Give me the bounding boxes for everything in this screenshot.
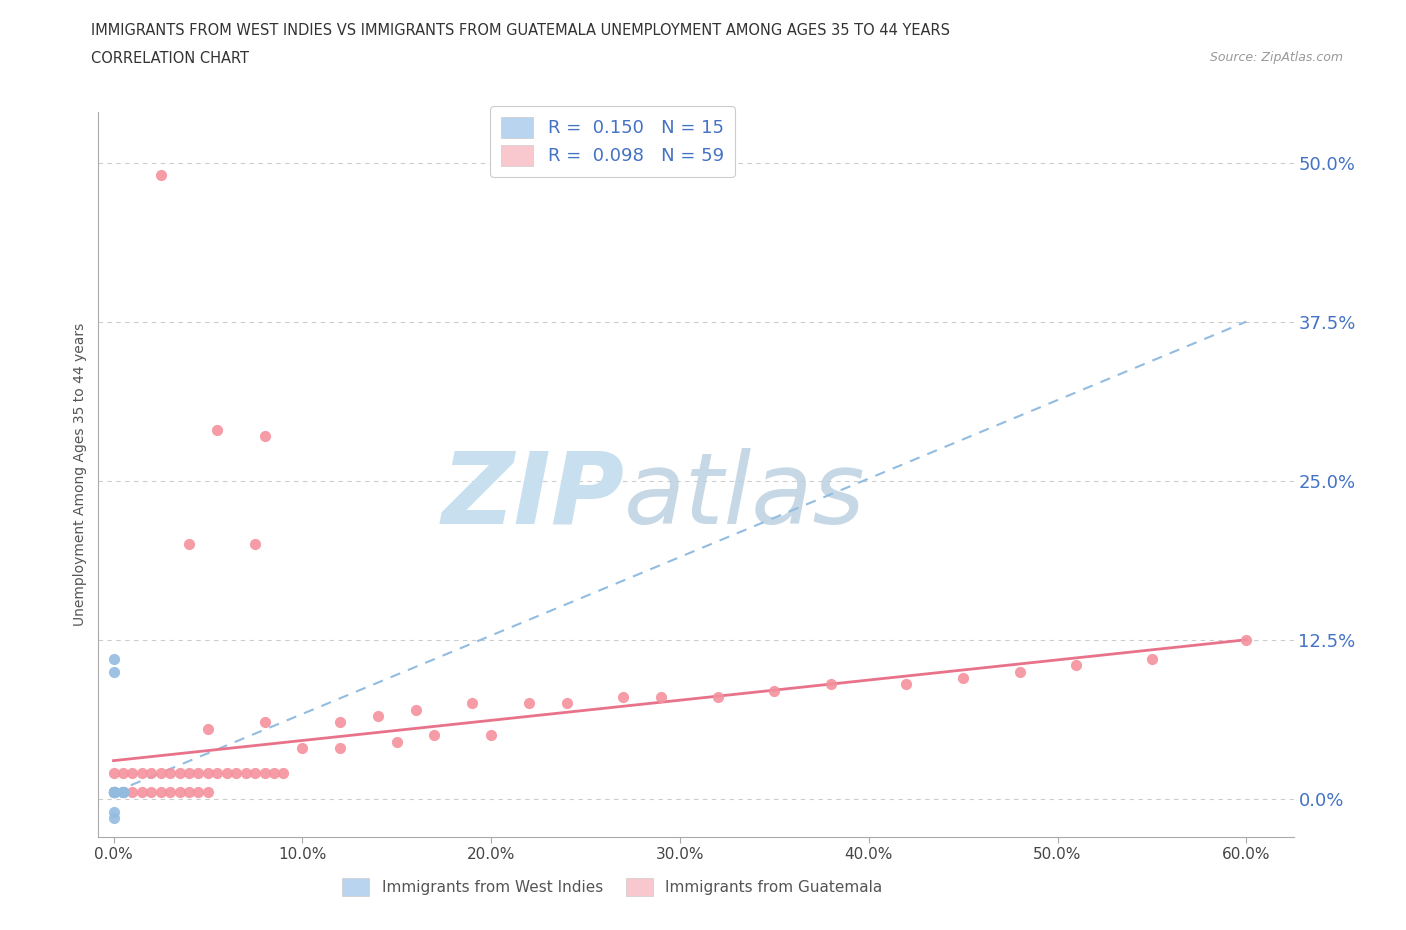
Point bbox=[423, 728, 446, 743]
Point bbox=[612, 689, 634, 704]
Point bbox=[177, 537, 200, 551]
Point bbox=[197, 785, 219, 800]
Point bbox=[763, 684, 786, 698]
Point bbox=[103, 785, 125, 800]
Point bbox=[103, 651, 125, 666]
Point bbox=[103, 785, 125, 800]
Point bbox=[111, 785, 134, 800]
Point bbox=[1140, 651, 1163, 666]
Point bbox=[405, 702, 427, 717]
Point bbox=[952, 671, 974, 685]
Point bbox=[385, 734, 408, 749]
Point bbox=[111, 785, 134, 800]
Text: atlas: atlas bbox=[624, 447, 866, 545]
Point bbox=[103, 804, 125, 819]
Point bbox=[103, 766, 125, 781]
Point bbox=[187, 766, 209, 781]
Point bbox=[253, 715, 276, 730]
Point bbox=[243, 537, 266, 551]
Point bbox=[263, 766, 285, 781]
Point bbox=[141, 766, 163, 781]
Point bbox=[159, 766, 181, 781]
Point bbox=[159, 785, 181, 800]
Point bbox=[820, 677, 842, 692]
Point bbox=[1234, 632, 1257, 647]
Point bbox=[169, 766, 191, 781]
Point bbox=[121, 785, 143, 800]
Text: ZIP: ZIP bbox=[441, 447, 624, 545]
Point bbox=[103, 810, 125, 825]
Point bbox=[461, 696, 484, 711]
Point bbox=[367, 709, 389, 724]
Point bbox=[177, 766, 200, 781]
Point bbox=[187, 785, 209, 800]
Text: IMMIGRANTS FROM WEST INDIES VS IMMIGRANTS FROM GUATEMALA UNEMPLOYMENT AMONG AGES: IMMIGRANTS FROM WEST INDIES VS IMMIGRANT… bbox=[91, 23, 950, 38]
Point bbox=[111, 785, 134, 800]
Point bbox=[479, 728, 502, 743]
Point bbox=[650, 689, 672, 704]
Point bbox=[149, 785, 172, 800]
Text: CORRELATION CHART: CORRELATION CHART bbox=[91, 51, 249, 66]
Point bbox=[197, 766, 219, 781]
Point bbox=[1066, 658, 1088, 672]
Point bbox=[111, 766, 134, 781]
Point bbox=[555, 696, 578, 711]
Point bbox=[103, 785, 125, 800]
Point bbox=[329, 715, 352, 730]
Point bbox=[235, 766, 257, 781]
Point bbox=[253, 429, 276, 444]
Point bbox=[103, 785, 125, 800]
Point bbox=[149, 167, 172, 182]
Point bbox=[141, 785, 163, 800]
Point bbox=[121, 766, 143, 781]
Point bbox=[103, 785, 125, 800]
Point bbox=[169, 785, 191, 800]
Point bbox=[273, 766, 295, 781]
Point bbox=[111, 785, 134, 800]
Point bbox=[149, 766, 172, 781]
Point bbox=[177, 785, 200, 800]
Point bbox=[517, 696, 540, 711]
Point bbox=[706, 689, 728, 704]
Point bbox=[253, 766, 276, 781]
Point bbox=[103, 785, 125, 800]
Text: Source: ZipAtlas.com: Source: ZipAtlas.com bbox=[1209, 51, 1343, 64]
Point bbox=[896, 677, 918, 692]
Point bbox=[215, 766, 238, 781]
Point bbox=[197, 722, 219, 737]
Point bbox=[207, 422, 229, 437]
Point bbox=[103, 785, 125, 800]
Point bbox=[103, 664, 125, 679]
Point bbox=[131, 785, 153, 800]
Y-axis label: Unemployment Among Ages 35 to 44 years: Unemployment Among Ages 35 to 44 years bbox=[73, 323, 87, 626]
Point bbox=[291, 740, 314, 755]
Point bbox=[1008, 664, 1031, 679]
Point bbox=[225, 766, 247, 781]
Point bbox=[329, 740, 352, 755]
Point bbox=[207, 766, 229, 781]
Legend: Immigrants from West Indies, Immigrants from Guatemala: Immigrants from West Indies, Immigrants … bbox=[336, 872, 889, 902]
Point bbox=[103, 785, 125, 800]
Point bbox=[243, 766, 266, 781]
Point bbox=[111, 785, 134, 800]
Point bbox=[131, 766, 153, 781]
